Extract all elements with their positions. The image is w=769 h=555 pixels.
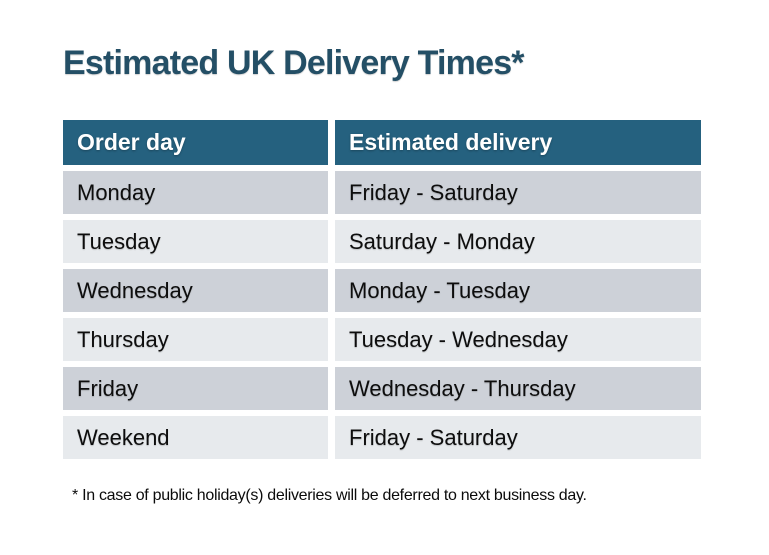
column-header-estimated-delivery: Estimated delivery: [335, 120, 701, 165]
order-day-cell: Monday: [63, 171, 328, 214]
order-day-cell: Tuesday: [63, 220, 328, 263]
estimated-delivery-cell: Wednesday - Thursday: [335, 367, 701, 410]
order-day-cell: Wednesday: [63, 269, 328, 312]
estimated-delivery-cell: Friday - Saturday: [335, 171, 701, 214]
delivery-table: Order day Estimated delivery Monday Frid…: [63, 120, 701, 459]
estimated-delivery-cell: Monday - Tuesday: [335, 269, 701, 312]
estimated-delivery-cell: Tuesday - Wednesday: [335, 318, 701, 361]
page-title: Estimated UK Delivery Times*: [63, 44, 525, 82]
order-day-cell: Friday: [63, 367, 328, 410]
order-day-cell: Thursday: [63, 318, 328, 361]
estimated-delivery-cell: Saturday - Monday: [335, 220, 701, 263]
column-header-order-day: Order day: [63, 120, 328, 165]
estimated-delivery-cell: Friday - Saturday: [335, 416, 701, 459]
public-holiday-footnote: * In case of public holiday(s) deliverie…: [72, 487, 587, 504]
order-day-cell: Weekend: [63, 416, 328, 459]
